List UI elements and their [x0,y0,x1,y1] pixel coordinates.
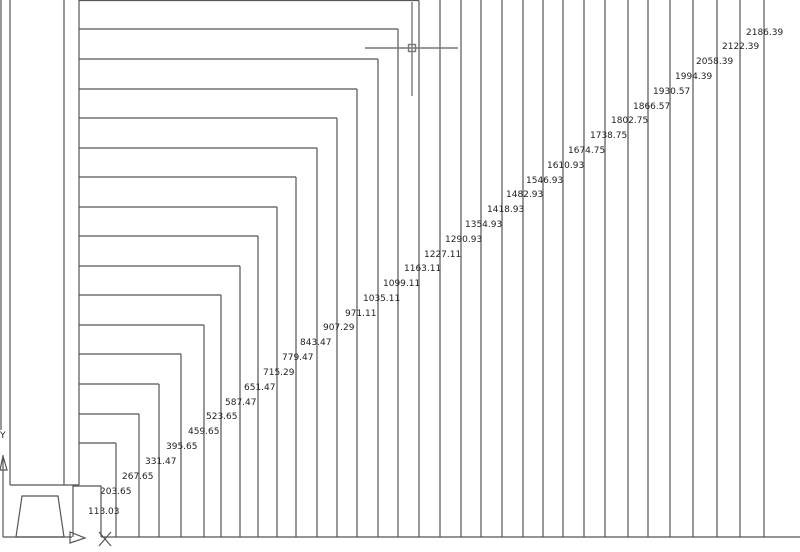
crosshair-cursor-icon [365,2,458,96]
dimension-label: 331.47 [145,457,177,467]
dimension-label: 1994.39 [675,72,712,82]
dimension-label: 971.11 [345,309,377,319]
dimension-label: 587.47 [225,398,257,408]
dimension-label: 459.65 [188,427,220,437]
trapezoid-shape [15,495,65,538]
dimension-label: 395.65 [166,442,198,452]
dimension-label: 1354.93 [465,220,502,230]
dimension-label: 2122.39 [722,42,759,52]
dimension-label: 1866.57 [633,102,670,112]
dimension-label: 1035.11 [363,294,400,304]
dimension-label: 1546.93 [526,176,563,186]
dimension-label: 715.29 [263,368,295,378]
dimension-label: 1738.75 [590,131,627,141]
dimension-labels: 113.03 203.65 267.65 331.47 395.65 459.65 523.… [88,28,783,517]
ucs-y-label: Y [0,431,6,441]
dimension-label: 651.47 [244,383,276,393]
drawing-geometry [79,0,800,538]
dimension-label: 1930.57 [653,87,690,97]
x-marker-icon [98,531,112,547]
dimension-label: 1290.93 [445,235,482,245]
dimension-label: 113.03 [88,507,120,517]
dimension-label: 1802.75 [611,116,648,126]
dimension-label: 907.29 [323,323,355,333]
ucs-icon: Y [0,431,87,544]
dimension-label: 2186.39 [746,28,783,38]
dimension-label: 1227.11 [424,250,461,260]
dimension-label: 1674.75 [568,146,605,156]
dimension-label: 2058.39 [696,57,733,67]
dimension-label: 1163.11 [404,264,441,274]
dimension-label: 1482.93 [506,190,543,200]
left-block [0,0,102,538]
dimension-label: 1418.93 [487,205,524,215]
dimension-label: 203.65 [100,487,132,497]
dimension-label: 779.47 [282,353,314,363]
dimension-label: 1610.93 [547,161,584,171]
dimension-label: 1099.11 [383,279,420,289]
dimension-label: 267.65 [122,472,154,482]
dimension-label: 843.47 [300,338,332,348]
dimension-label: 523.65 [206,412,238,422]
